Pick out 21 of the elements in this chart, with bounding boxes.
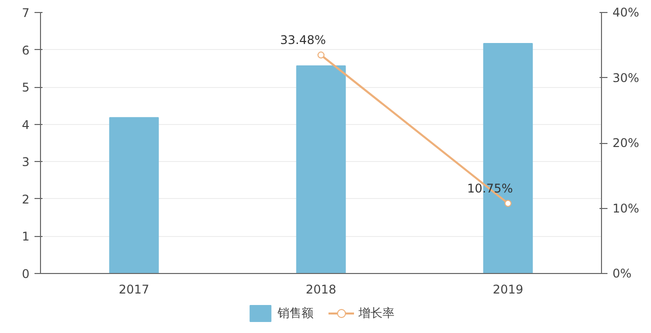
y-tick-label: 3 [22, 155, 30, 170]
x-tick-label: 2017 [118, 282, 150, 296]
y-tick-label: 2 [22, 192, 30, 206]
legend-label: 增长率 [358, 304, 394, 322]
y-tick-label: 4 [22, 118, 30, 132]
y-tick-label: 1 [22, 230, 30, 244]
y2-tick-label: 40% [612, 6, 640, 20]
x-tick-label: 2018 [306, 282, 336, 296]
legend-label: 销售额 [278, 304, 314, 322]
y-tick-label: 0 [22, 267, 30, 281]
y2-tick-label: 30% [612, 70, 640, 85]
bar [109, 117, 159, 274]
y2-tick-label: 10% [612, 201, 640, 216]
y-tick-label: 5 [22, 80, 30, 95]
x-tick-label: 2019 [492, 282, 524, 296]
bar [296, 65, 346, 274]
data-label: 33.48% [280, 33, 326, 48]
y2-tick-label: 0% [612, 266, 632, 280]
y-tick-label: 7 [22, 6, 30, 20]
y2-tick-label: 20% [612, 136, 640, 150]
y-tick-label: 6 [22, 43, 30, 58]
